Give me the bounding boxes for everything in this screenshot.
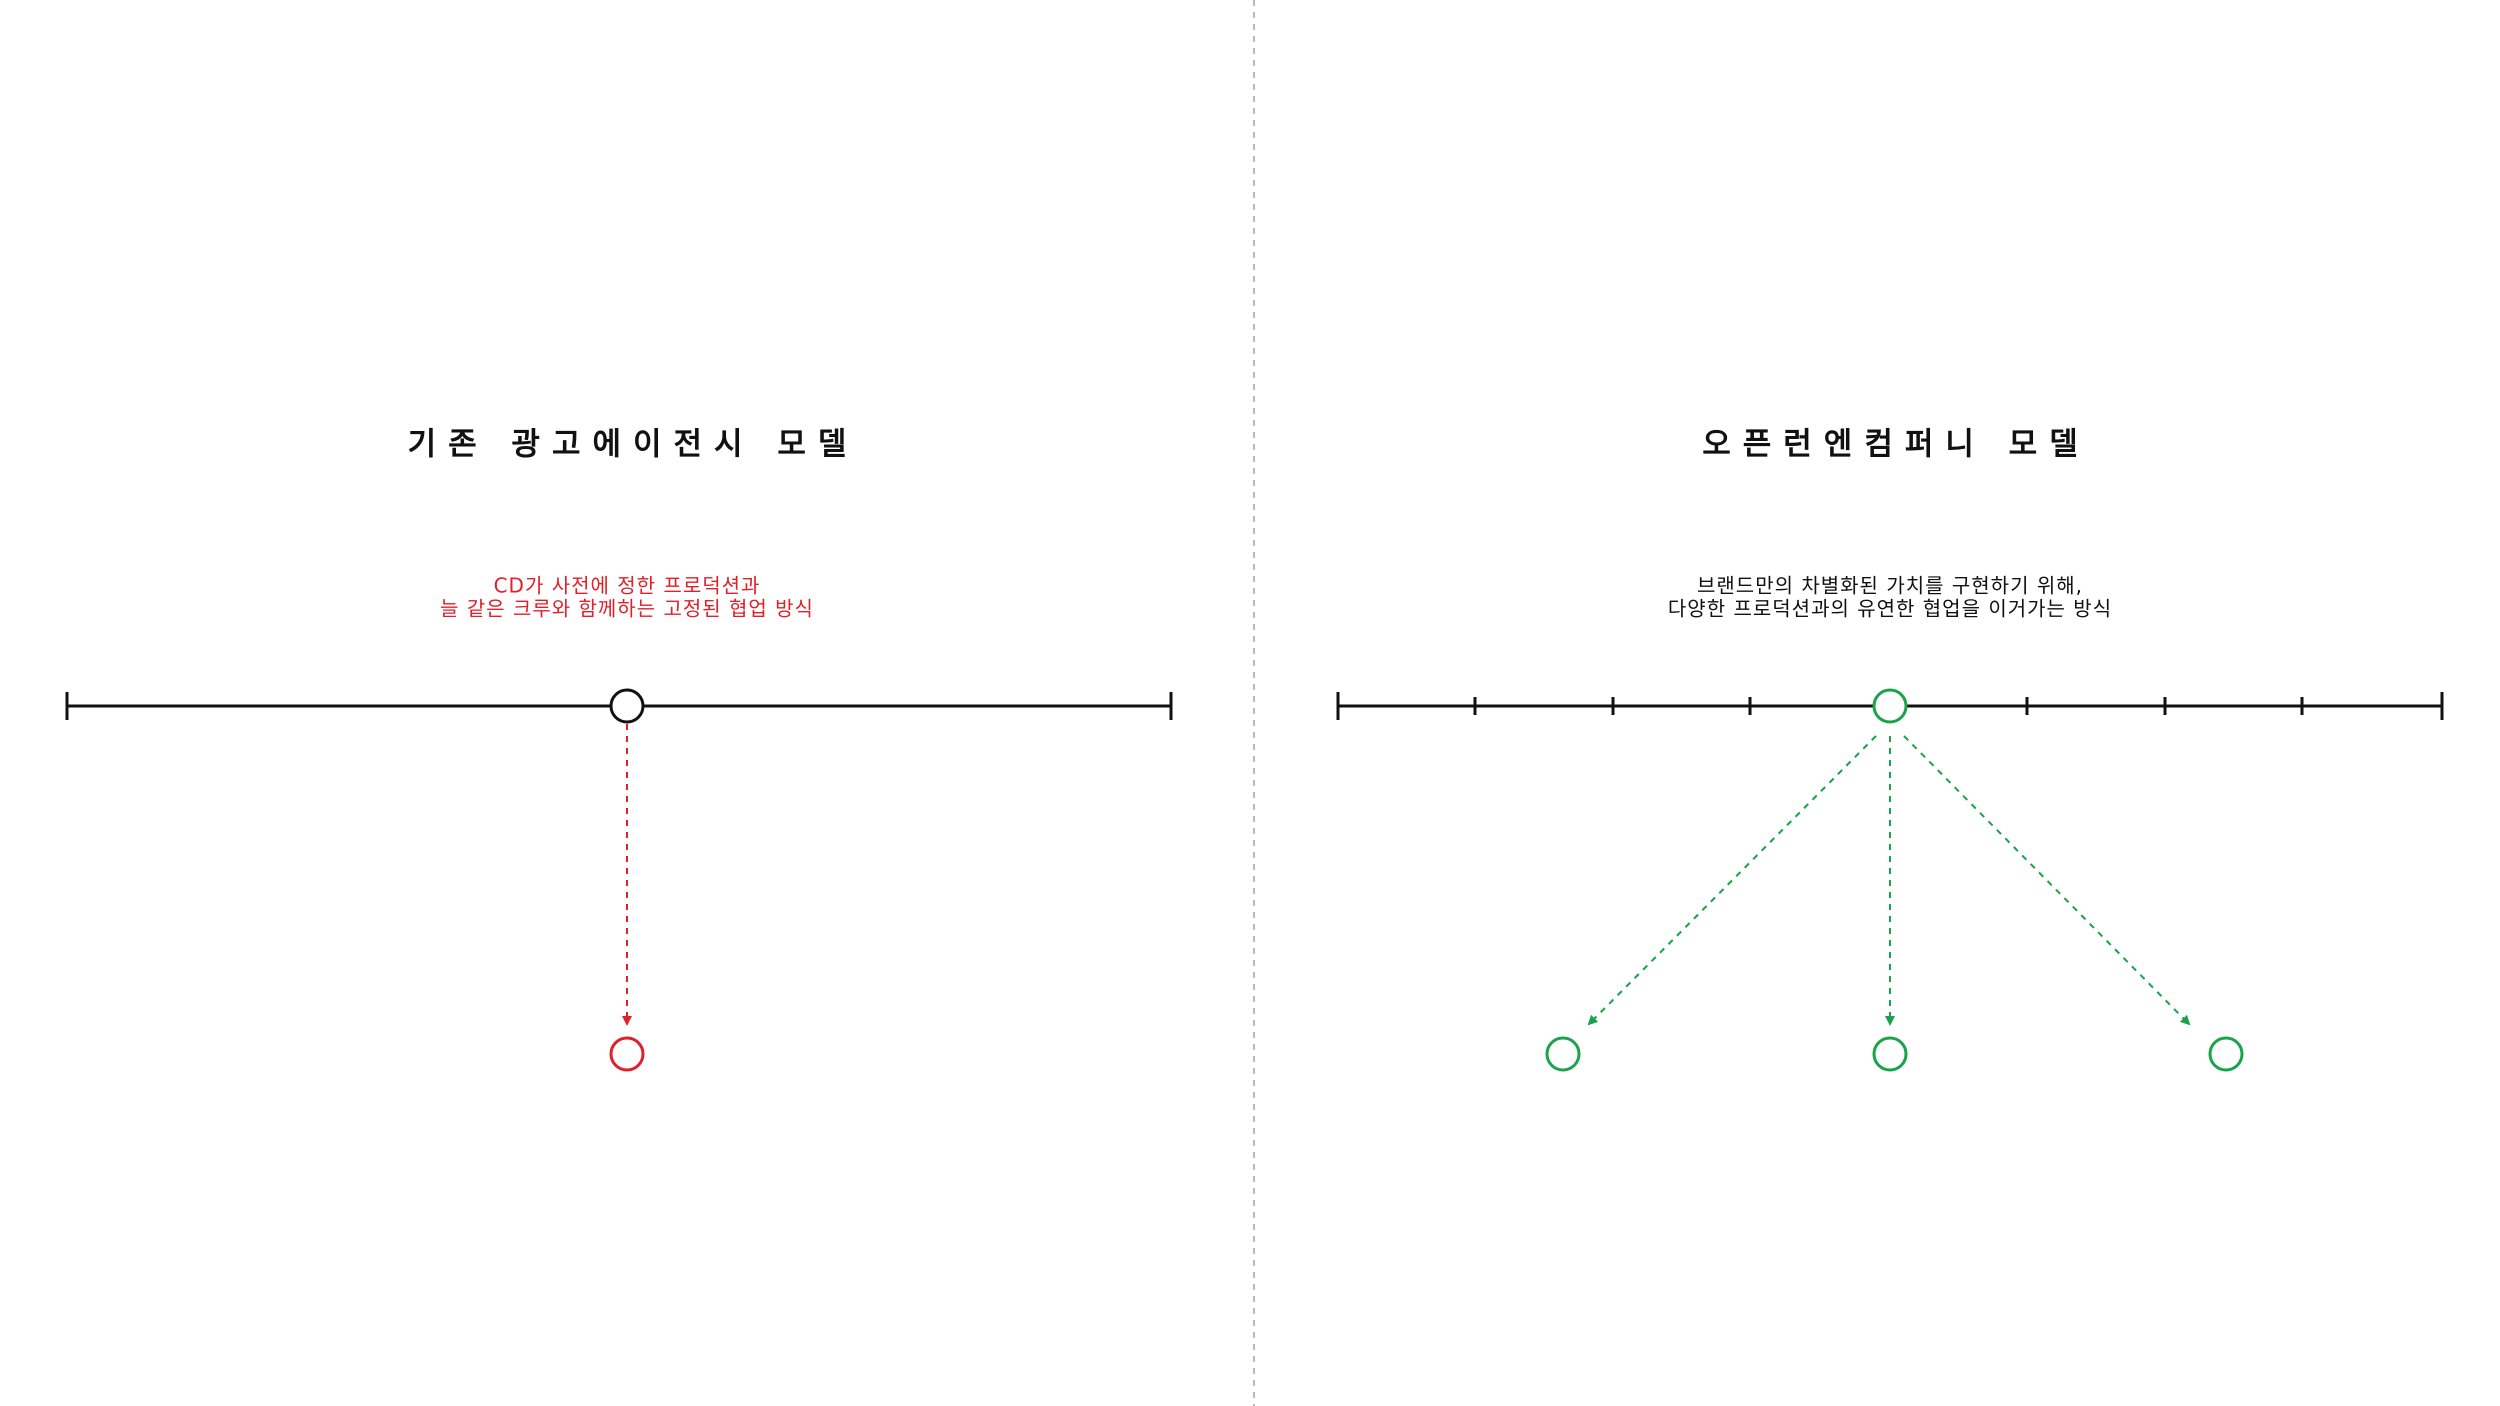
right-axis xyxy=(1336,692,2444,720)
arrow xyxy=(1903,735,2191,1026)
node xyxy=(609,1036,645,1072)
right-caption: 브랜드만의 차별화된 가치를 구현하기 위해, xyxy=(1697,574,2083,598)
left-axis xyxy=(65,688,1173,724)
right-title: 오픈런엔컴퍼니 모델 xyxy=(1702,427,2089,463)
left-title: 기존 광고에이전시 모델 xyxy=(408,427,859,463)
node xyxy=(1872,688,1908,724)
right-caption: 다양한 프로덕션과의 유연한 협업을 이거가는 방식 xyxy=(1668,597,2112,621)
node xyxy=(1872,1036,1908,1072)
left-caption: 늘 같은 크루와 함께하는 고정된 협업 방식 xyxy=(440,597,814,621)
node xyxy=(2208,1036,2244,1072)
arrow xyxy=(1587,735,1877,1026)
left-caption: CD가 사전에 정한 프로덕션과 xyxy=(494,574,761,598)
node xyxy=(1545,1036,1581,1072)
